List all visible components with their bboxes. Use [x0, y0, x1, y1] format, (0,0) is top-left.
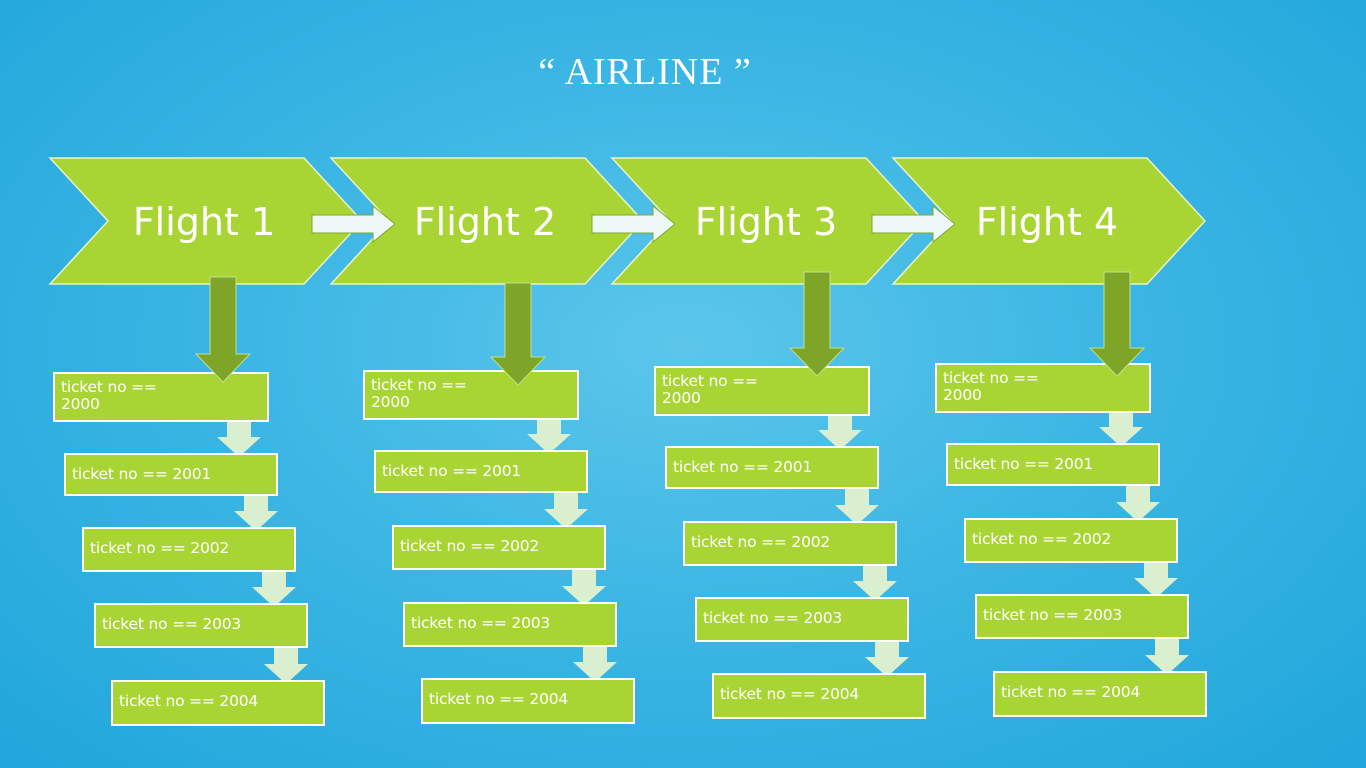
ticket-label: ticket no == 2002 [400, 537, 540, 555]
ticket-label: ticket no == 2004 [1001, 683, 1141, 701]
ticket-box: ticket no == 2004 [421, 678, 635, 724]
ticket-box: ticket no == 2000 [654, 366, 870, 416]
ticket-label: ticket no == 2001 [673, 458, 813, 476]
ticket-label: ticket no == 2004 [720, 685, 860, 703]
ticket-label: ticket no == 2003 [102, 615, 242, 633]
flight-label-1: Flight 1 [133, 200, 275, 244]
flight-label-4: Flight 4 [976, 200, 1118, 244]
ticket-label: ticket no == 2000 [371, 376, 467, 411]
ticket-box: ticket no == 2004 [712, 673, 926, 719]
connector-arrow-1 [311, 204, 396, 244]
ticket-box: ticket no == 2004 [993, 671, 1207, 717]
ticket-label: ticket no == 2003 [411, 614, 551, 632]
ticket-box: ticket no == 2002 [683, 521, 897, 566]
slide-title: “ AIRLINE ” [538, 51, 752, 93]
ticket-box: ticket no == 2000 [53, 372, 269, 422]
ticket-label: ticket no == 2001 [954, 455, 1094, 473]
ticket-box: ticket no == 2003 [695, 597, 909, 642]
ticket-label: ticket no == 2001 [382, 462, 522, 480]
ticket-label: ticket no == 2001 [72, 465, 212, 483]
ticket-box: ticket no == 2001 [64, 453, 278, 496]
ticket-label: ticket no == 2003 [983, 606, 1123, 624]
flight-label-2: Flight 2 [414, 200, 556, 244]
ticket-box: ticket no == 2000 [363, 370, 579, 420]
ticket-label: ticket no == 2002 [691, 533, 831, 551]
flight-label-3: Flight 3 [695, 200, 837, 244]
ticket-label: ticket no == 2000 [662, 372, 758, 407]
ticket-box: ticket no == 2001 [946, 443, 1160, 486]
ticket-label: ticket no == 2003 [703, 609, 843, 627]
ticket-box: ticket no == 2001 [665, 446, 879, 489]
ticket-box: ticket no == 2004 [111, 680, 325, 726]
ticket-box: ticket no == 2003 [403, 602, 617, 647]
ticket-box: ticket no == 2000 [935, 363, 1151, 413]
ticket-box: ticket no == 2003 [94, 603, 308, 648]
ticket-box: ticket no == 2001 [374, 450, 588, 493]
flight-chevron-1 [48, 157, 364, 285]
ticket-label: ticket no == 2002 [90, 539, 230, 557]
ticket-box: ticket no == 2002 [392, 525, 606, 570]
ticket-label: ticket no == 2004 [119, 692, 259, 710]
ticket-box: ticket no == 2002 [82, 527, 296, 572]
ticket-label: ticket no == 2000 [61, 378, 157, 413]
connector-arrow-3 [871, 204, 956, 244]
ticket-box: ticket no == 2003 [975, 594, 1189, 639]
ticket-label: ticket no == 2002 [972, 530, 1112, 548]
connector-arrow-2 [591, 204, 676, 244]
ticket-label: ticket no == 2004 [429, 690, 569, 708]
ticket-box: ticket no == 2002 [964, 518, 1178, 563]
ticket-label: ticket no == 2000 [943, 369, 1039, 404]
